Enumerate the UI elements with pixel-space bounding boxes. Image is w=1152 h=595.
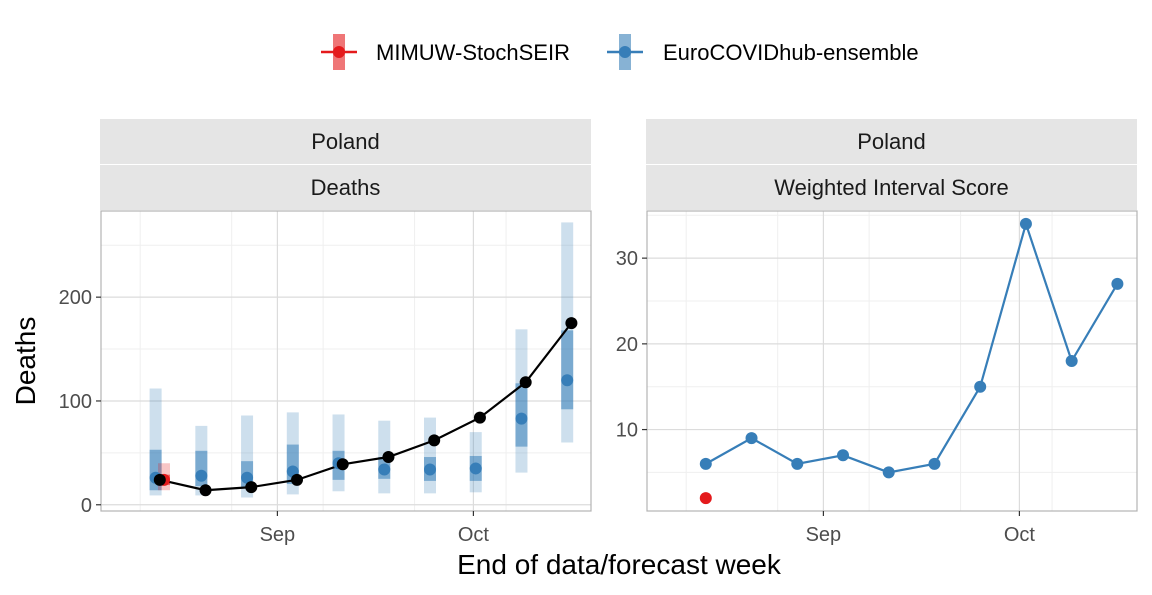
observed-deaths-point: [519, 376, 532, 389]
eurocovidhub-ensemble-score-point: [791, 457, 804, 470]
observed-deaths-point: [291, 473, 303, 486]
eurocovidhub-ensemble-score-point: [1111, 277, 1124, 290]
x-tick-label: Sep: [260, 524, 296, 546]
x-tick-label: Oct: [458, 524, 490, 546]
eurocovidhub-ensemble-interval-95: [424, 417, 436, 494]
y-tick-label: 10: [616, 420, 638, 442]
eurocovidhub-ensemble-score-line: [705, 220, 1119, 474]
observed-deaths-point: [473, 411, 486, 424]
eurocovidhub-ensemble-median-point: [424, 463, 436, 476]
deaths-panel-marks: [149, 222, 578, 498]
deaths-strip-country-bg: [100, 119, 591, 164]
observed-deaths-point: [382, 451, 395, 464]
observed-deaths-point: [428, 434, 441, 447]
deaths-strip-country: Poland: [311, 129, 380, 154]
eurocovidhub-ensemble-score-point: [837, 449, 849, 462]
eurocovidhub-ensemble-interval-50: [561, 330, 574, 410]
legend-label-ensemble: EuroCOVIDhub-ensemble: [663, 40, 919, 65]
wis-strip-country-bg: [646, 119, 1137, 164]
legend-key-ensemble: [607, 34, 643, 70]
mimuw-stochseir-score-point: [699, 492, 712, 505]
wis-panel-axes: 10 20 30 Sep Oct: [616, 248, 1036, 546]
y-tick-label: 200: [59, 287, 92, 309]
eurocovidhub-ensemble-score-point: [1065, 355, 1078, 367]
eurocovidhub-ensemble-median-point: [378, 463, 391, 476]
eurocovidhub-ensemble-score-point: [974, 380, 987, 393]
deaths-panel-grid: [101, 211, 591, 511]
eurocovidhub-ensemble-median-point: [195, 469, 208, 482]
eurocovidhub-ensemble-score-point: [1019, 217, 1032, 230]
deaths-strip-metric-bg: [100, 165, 591, 210]
y-tick-label: 0: [81, 495, 92, 517]
x-tick-label: Oct: [1004, 524, 1036, 546]
y-tick-label: 30: [616, 248, 638, 270]
deaths-strip-metric: Deaths: [311, 175, 381, 200]
deaths-panel-axes: 0 100 200 Sep Oct: [59, 287, 490, 546]
legend: MIMUW-StochSEIR EuroCOVIDhub-ensemble: [321, 34, 919, 70]
legend-label-mimuw: MIMUW-StochSEIR: [376, 40, 570, 65]
eurocovidhub-ensemble-score-point: [745, 432, 758, 445]
x-axis-title: End of data/forecast week: [457, 549, 782, 580]
wis-strip-metric-bg: [646, 165, 1137, 210]
y-tick-label: 100: [59, 391, 92, 413]
x-tick-label: Sep: [806, 524, 842, 546]
wis-strip-metric: Weighted Interval Score: [774, 175, 1008, 200]
wis-panel-marks: [699, 217, 1124, 505]
eurocovidhub-ensemble-median-point: [241, 471, 254, 484]
wis-panel-strips: Poland Weighted Interval Score: [646, 119, 1137, 210]
legend-key-mimuw: [321, 34, 357, 70]
eurocovidhub-ensemble-median-point: [515, 412, 528, 425]
observed-deaths-line: [159, 322, 573, 492]
deaths-panel-strips: Poland Deaths: [100, 119, 591, 210]
eurocovidhub-ensemble-median-point: [561, 374, 574, 387]
eurocovidhub-ensemble-score-point: [699, 457, 712, 470]
wis-strip-country: Poland: [857, 129, 926, 154]
y-tick-label: 20: [616, 334, 638, 356]
eurocovidhub-ensemble-median-point: [469, 462, 482, 475]
eurocovidhub-ensemble-score-point: [882, 466, 895, 479]
observed-deaths-point: [153, 473, 166, 486]
observed-deaths-point: [245, 481, 258, 494]
deaths-panel-border: [100, 210, 592, 512]
y-axis-title: Deaths: [10, 317, 41, 406]
observed-deaths-point: [336, 458, 349, 471]
legend-key-ensemble-dot: [619, 46, 631, 58]
observed-deaths-point: [199, 484, 212, 497]
eurocovidhub-ensemble-score-point: [928, 457, 941, 470]
legend-key-mimuw-dot: [333, 46, 345, 58]
observed-deaths-point: [565, 317, 578, 330]
wis-panel-grid: [647, 211, 1137, 511]
wis-panel-border: [646, 210, 1138, 512]
